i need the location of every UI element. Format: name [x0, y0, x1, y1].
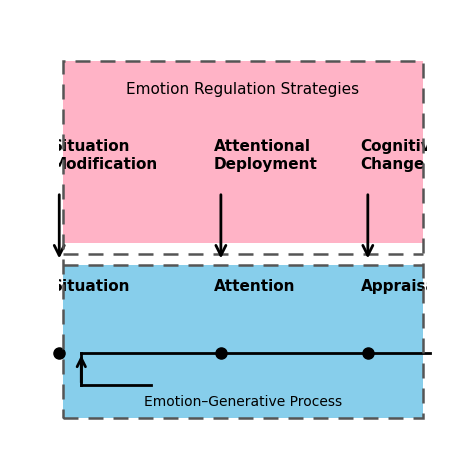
Text: Attention: Attention	[213, 279, 295, 294]
Bar	[63, 61, 423, 254]
Text: Situation
Modification: Situation Modification	[52, 139, 158, 172]
Text: Cognitive
Change: Cognitive Change	[360, 139, 442, 172]
Text: Situation: Situation	[52, 279, 130, 294]
Text: Attentional
Deployment: Attentional Deployment	[213, 139, 318, 172]
Text: Appraisal: Appraisal	[360, 279, 441, 294]
Text: Emotion–Generative Process: Emotion–Generative Process	[144, 395, 342, 409]
Bar	[63, 265, 423, 418]
Bar	[63, 243, 423, 265]
Text: Emotion Regulation Strategies: Emotion Regulation Strategies	[127, 82, 359, 97]
